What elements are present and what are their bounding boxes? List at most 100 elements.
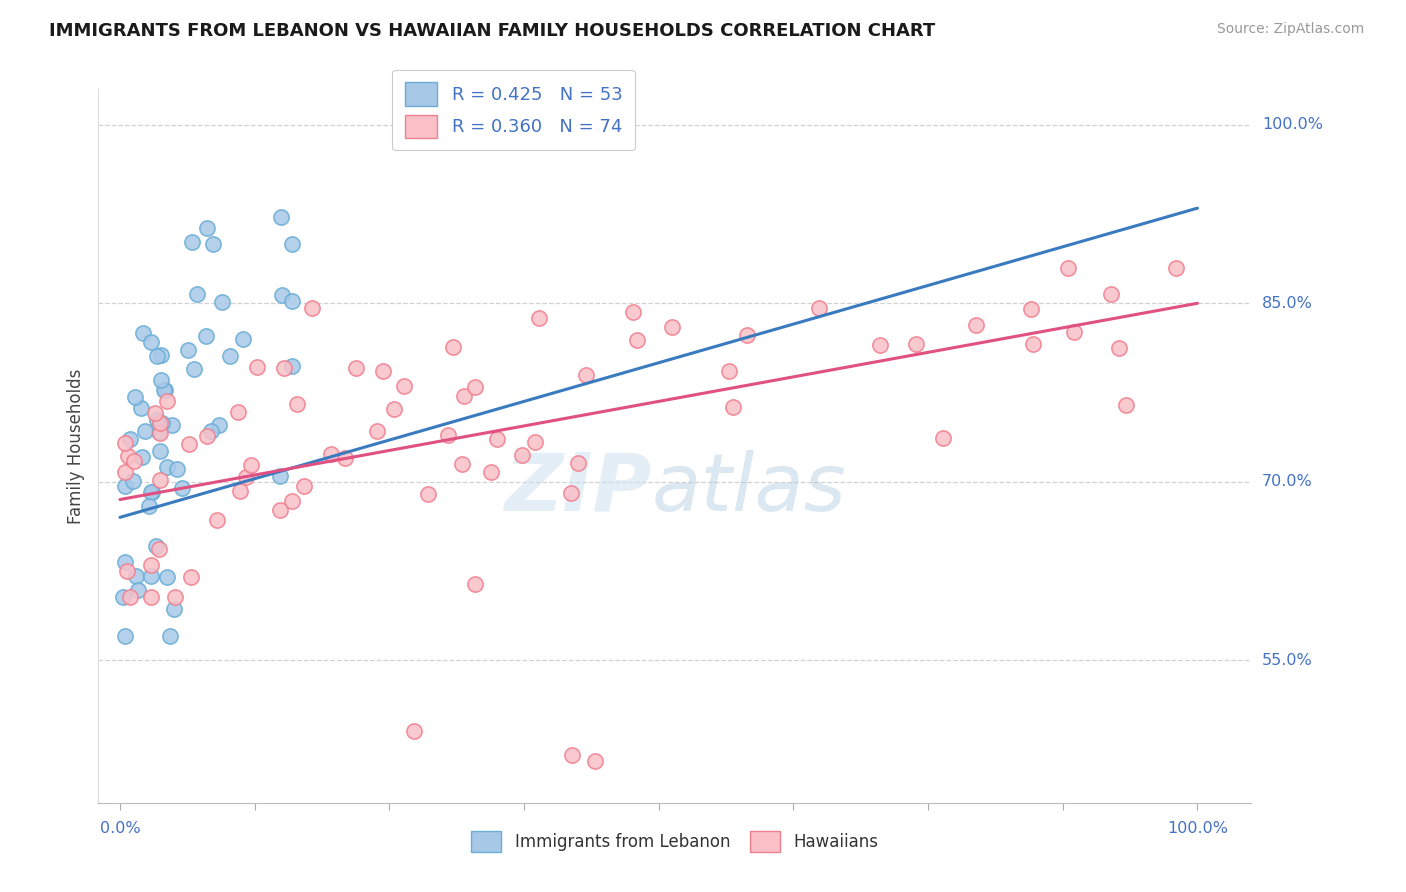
Point [269,503,291,517]
Point [143,406,166,420]
Point [1108,341,1130,355]
Point [117,449,139,463]
Point [122,453,145,467]
Point [281,359,304,373]
Point [931,431,953,445]
Point [583,754,606,768]
Point [149,473,172,487]
Point [125,569,148,583]
Point [148,425,170,439]
Point [200,424,222,438]
Point [451,457,474,471]
Point [527,311,550,326]
Point [382,401,405,416]
Point [1164,260,1187,275]
Point [269,468,291,483]
Point [441,341,464,355]
Point [453,389,475,403]
Point [735,327,758,342]
Point [229,483,252,498]
Text: 70.0%: 70.0% [1263,475,1313,489]
Point [114,479,136,493]
Point [118,590,141,604]
Point [202,236,225,251]
Point [404,724,426,739]
Point [195,429,218,443]
Point [281,293,304,308]
Point [186,286,208,301]
Point [965,318,987,332]
Point [301,301,323,316]
Point [485,432,508,446]
Point [661,320,683,334]
Point [205,513,228,527]
Point [146,413,169,427]
Point [122,474,145,488]
Point [114,465,136,479]
Text: 100.0%: 100.0% [1167,821,1227,836]
Point [139,334,162,349]
Text: IMMIGRANTS FROM LEBANON VS HAWAIIAN FAMILY HOUSEHOLDS CORRELATION CHART: IMMIGRANTS FROM LEBANON VS HAWAIIAN FAMI… [49,22,935,40]
Point [156,460,179,475]
Point [321,447,343,461]
Point [112,590,135,604]
Point [131,450,153,465]
Point [1099,286,1122,301]
Point [139,569,162,583]
Point [170,481,193,495]
Point [149,444,172,458]
Point [218,350,240,364]
Point [333,451,356,466]
Point [139,558,162,573]
Point [141,485,163,500]
Point [114,436,136,450]
Point [149,416,172,430]
Point [366,425,388,439]
Point [159,629,181,643]
Point [721,400,744,414]
Point [141,484,163,499]
Point [149,347,172,361]
Point [148,541,170,556]
Point [437,428,460,442]
Point [138,499,160,513]
Point [1019,302,1042,317]
Point [575,368,598,382]
Point [560,748,582,763]
Text: 55.0%: 55.0% [1263,653,1313,667]
Point [132,326,155,341]
Text: ZIP: ZIP [505,450,652,528]
Point [567,456,589,470]
Point [114,629,136,643]
Point [392,379,415,393]
Legend: Immigrants from Lebanon, Hawaiians: Immigrants from Lebanon, Hawaiians [464,824,886,859]
Point [231,332,253,346]
Point [281,494,304,508]
Point [156,393,179,408]
Point [129,401,152,416]
Point [150,373,173,387]
Point [152,384,174,398]
Point [560,485,582,500]
Point [177,343,200,358]
Point [371,364,394,378]
Point [139,590,162,604]
Point [344,360,367,375]
Point [273,361,295,376]
Point [162,602,184,616]
Text: atlas: atlas [652,450,846,528]
Point [1056,260,1078,275]
Point [270,211,292,225]
Point [195,220,218,235]
Point [717,363,740,377]
Point [155,383,177,397]
Point [807,301,830,315]
Text: Source: ZipAtlas.com: Source: ZipAtlas.com [1216,22,1364,37]
Point [626,333,648,347]
Point [1115,398,1137,412]
Point [270,287,292,301]
Point [118,433,141,447]
Point [621,305,644,319]
Point [160,417,183,432]
Point [464,577,486,591]
